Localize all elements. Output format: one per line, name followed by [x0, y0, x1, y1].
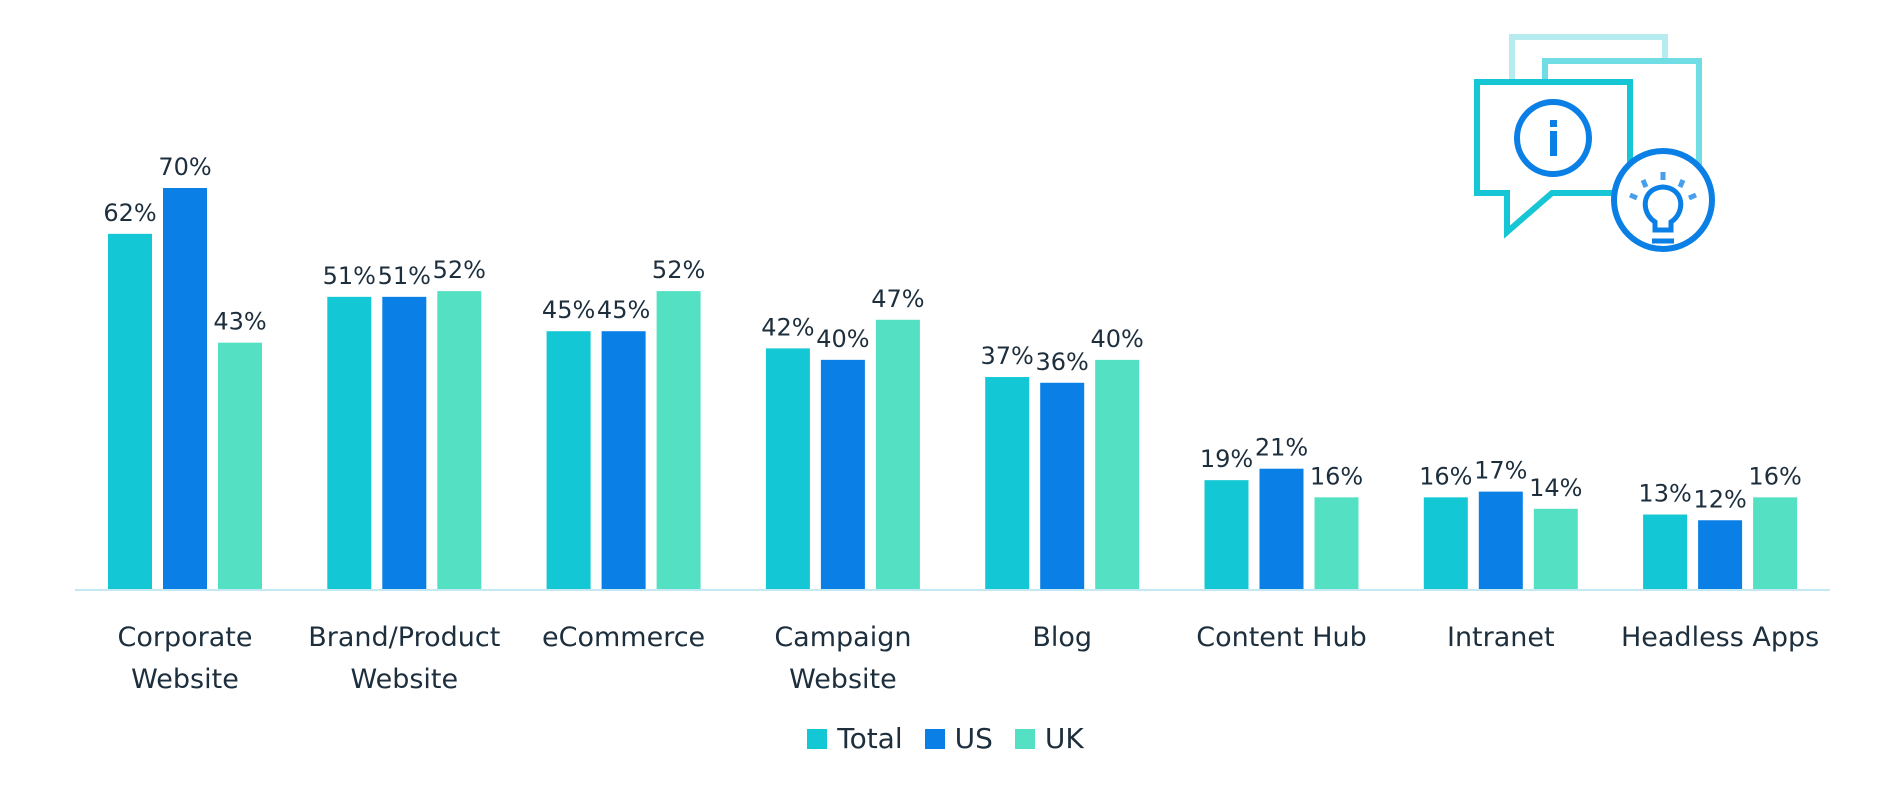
- legend-swatch-us: [924, 728, 945, 749]
- bar-total: [765, 348, 810, 589]
- category-label: Website: [131, 664, 239, 695]
- data-label: 51%: [323, 262, 376, 290]
- data-label: 17%: [1474, 457, 1527, 485]
- legend-swatch-uk: [1014, 728, 1035, 749]
- data-label: 40%: [816, 325, 869, 353]
- legend-label-us: US: [954, 722, 993, 755]
- data-label: 36%: [1036, 348, 1089, 376]
- data-label: 14%: [1529, 474, 1582, 502]
- data-label: 52%: [433, 256, 486, 284]
- legend-item-us: US: [924, 722, 993, 755]
- legend: Total US UK: [0, 722, 1891, 755]
- data-label: 16%: [1748, 462, 1801, 490]
- data-label: 51%: [378, 262, 431, 290]
- data-label: 70%: [158, 153, 211, 181]
- data-label: 45%: [597, 296, 650, 324]
- bar-us: [820, 359, 865, 589]
- bar-uk: [218, 342, 262, 589]
- bar-uk: [1533, 508, 1578, 589]
- legend-item-uk: UK: [1014, 722, 1084, 755]
- legend-item-total: Total: [807, 722, 903, 755]
- legend-label-uk: UK: [1044, 722, 1084, 755]
- bar-us: [163, 188, 207, 589]
- category-label: Headless Apps: [1621, 622, 1819, 653]
- bar-total: [1423, 497, 1468, 589]
- category-label: Website: [350, 664, 458, 695]
- category-label: Intranet: [1447, 622, 1555, 653]
- bar-uk: [437, 291, 482, 589]
- data-label: 42%: [761, 313, 814, 341]
- data-label: 52%: [652, 256, 705, 284]
- bar-us: [1259, 468, 1304, 589]
- bar-us: [601, 331, 646, 589]
- bar-total: [985, 377, 1030, 589]
- data-label: 12%: [1693, 485, 1746, 513]
- data-label: 62%: [103, 199, 156, 227]
- bar-total: [108, 233, 152, 590]
- bar-uk: [656, 291, 701, 589]
- category-label: eCommerce: [542, 622, 705, 653]
- bar-uk: [1314, 497, 1359, 589]
- bar-total: [546, 331, 591, 589]
- data-label: 45%: [542, 296, 595, 324]
- bar-total: [1643, 514, 1688, 589]
- category-label: Blog: [1032, 622, 1092, 653]
- category-label: Corporate: [118, 622, 253, 653]
- data-label: 43%: [213, 308, 266, 336]
- bar-uk: [1753, 497, 1798, 589]
- category-label: Brand/Product: [308, 622, 500, 653]
- data-label: 21%: [1255, 434, 1308, 462]
- bar-total: [327, 296, 372, 589]
- data-label: 19%: [1200, 445, 1253, 473]
- bar-us: [382, 296, 427, 589]
- data-label: 47%: [871, 285, 924, 313]
- data-label: 13%: [1638, 480, 1691, 508]
- bar-us: [1478, 491, 1523, 589]
- category-label: Website: [789, 664, 897, 695]
- bar-total: [1204, 480, 1249, 589]
- data-label: 40%: [1091, 325, 1144, 353]
- data-label: 16%: [1310, 462, 1363, 490]
- data-label: 16%: [1419, 462, 1472, 490]
- category-label: Content Hub: [1196, 622, 1367, 653]
- bar-us: [1698, 520, 1743, 589]
- bar-uk: [875, 319, 920, 589]
- bar-us: [1040, 382, 1085, 589]
- category-label: Campaign: [774, 622, 911, 653]
- bar-uk: [1095, 359, 1140, 589]
- chat-bubbles-info-lightbulb-icon: [1474, 34, 1715, 252]
- legend-swatch-total: [807, 728, 828, 749]
- data-label: 37%: [981, 342, 1034, 370]
- legend-label-total: Total: [837, 722, 903, 755]
